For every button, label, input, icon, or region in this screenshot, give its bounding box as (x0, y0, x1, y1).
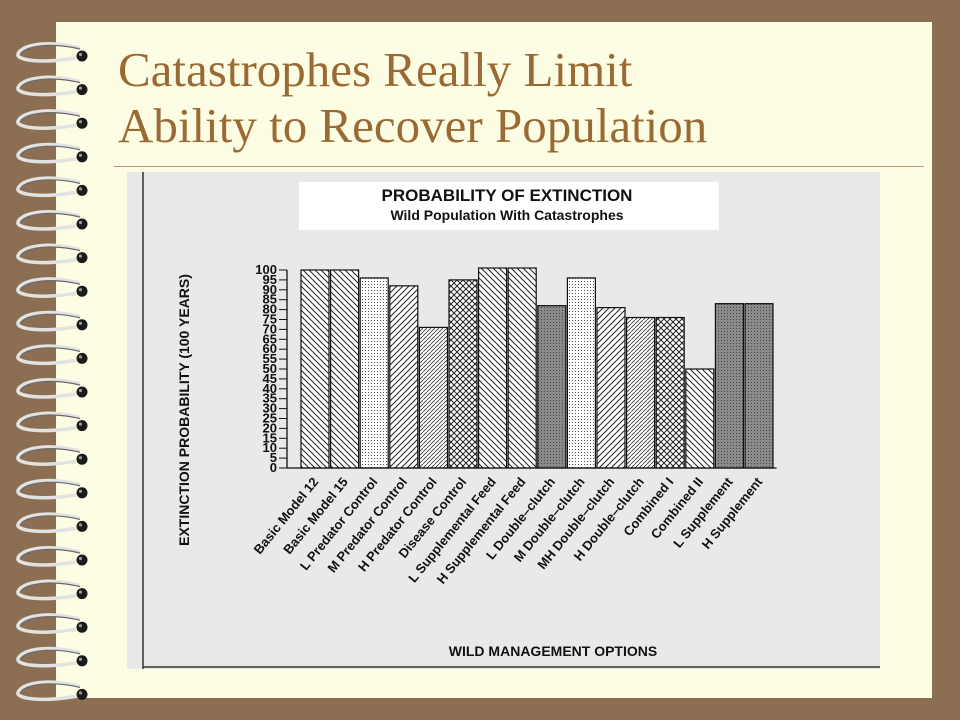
y-tick-label: 70 (263, 321, 277, 336)
y-tick-label: 95 (263, 272, 277, 287)
binding-ring-icon (16, 646, 88, 668)
y-tick-label: 15 (263, 430, 277, 445)
binding-ring-icon (16, 378, 88, 399)
bar (300, 269, 330, 469)
y-tick-label: 50 (263, 361, 277, 376)
y-tick-label: 85 (263, 292, 277, 307)
y-tick-label: 45 (263, 371, 277, 386)
binding-ring-icon (16, 546, 88, 567)
bar (507, 267, 537, 469)
bar (685, 368, 715, 469)
chart-figure: PROBABILITY OF EXTINCTION Wild Populatio… (127, 172, 880, 669)
y-tick-label: 0 (270, 460, 277, 475)
x-axis-label: WILD MANAGEMENT OPTIONS (449, 643, 657, 659)
bar-series (287, 267, 777, 469)
slide-title-line-2: Ability to Recover Population (118, 98, 708, 153)
y-tick-label: 55 (263, 351, 277, 366)
bar (626, 316, 656, 469)
y-tick-label: 35 (263, 391, 277, 406)
y-tick-label: 60 (263, 341, 277, 356)
bar (714, 303, 745, 469)
y-tick-label: 100 (255, 262, 277, 277)
bar (478, 267, 508, 469)
chart-title: PROBABILITY OF EXTINCTION (382, 186, 633, 205)
binding-ring-icon (16, 445, 88, 466)
binding-ring-icon (16, 109, 88, 130)
bar (389, 285, 419, 469)
figure-frame (142, 172, 880, 669)
extinction-chart: PROBABILITY OF EXTINCTION Wild Populatio… (142, 172, 880, 669)
bar (537, 305, 567, 469)
binding-ring-icon (16, 512, 88, 534)
y-axis-ticks: 0510152025303540455055606570758085909510… (255, 262, 288, 475)
y-tick-label: 20 (263, 420, 277, 435)
binding-ring-icon (16, 411, 88, 433)
binding-ring-icon (16, 75, 88, 97)
bar (655, 316, 685, 469)
y-tick-label: 10 (263, 440, 277, 455)
spiral-binding-icon (16, 42, 88, 702)
bar (418, 326, 448, 469)
title-underline (114, 166, 924, 167)
bar (359, 277, 389, 469)
y-tick-label: 30 (263, 401, 277, 416)
bar (596, 307, 626, 469)
y-tick-label: 80 (263, 302, 277, 317)
y-tick-label: 25 (263, 411, 277, 426)
binding-ring-icon (16, 344, 88, 366)
binding-ring-icon (16, 243, 88, 265)
y-tick-label: 5 (270, 450, 277, 465)
bar (566, 277, 596, 469)
y-axis-label: EXTINCTION PROBABILITY (100 YEARS) (176, 274, 192, 546)
binding-ring-icon (16, 478, 88, 500)
y-tick-label: 40 (263, 381, 277, 396)
binding-ring-icon (16, 42, 88, 63)
y-tick-label: 75 (263, 312, 277, 327)
binding-ring-icon (16, 142, 88, 164)
binding-ring-icon (16, 277, 88, 298)
binding-ring-icon (16, 579, 88, 601)
y-tick-label: 90 (263, 282, 277, 297)
bar (744, 303, 774, 469)
binding-ring-icon (16, 176, 88, 198)
slide-title-line-1: Catastrophes Really Limit (118, 42, 633, 97)
binding-ring-icon (16, 310, 88, 332)
y-tick-label: 65 (263, 331, 277, 346)
binding-ring-icon (16, 613, 88, 634)
chart-subtitle: Wild Population With Catastrophes (390, 207, 623, 223)
binding-ring-icon (16, 680, 88, 702)
bar (448, 279, 478, 469)
slide-title: Catastrophes Really Limit Ability to Rec… (118, 42, 918, 154)
bar (330, 269, 360, 469)
binding-ring-icon (16, 210, 88, 231)
